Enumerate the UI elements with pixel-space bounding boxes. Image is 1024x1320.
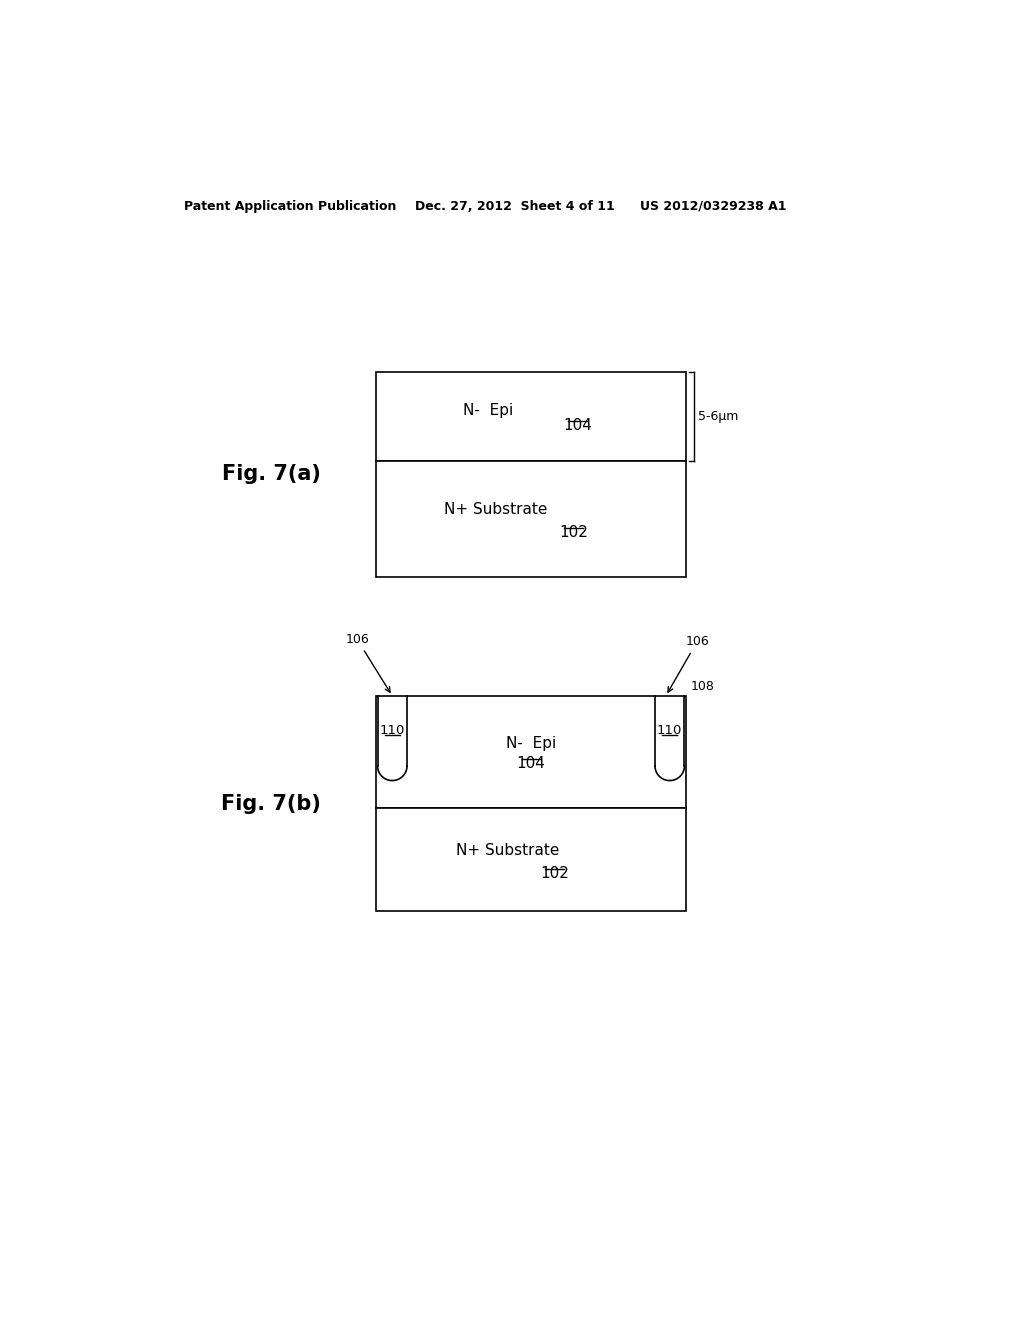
Text: 110: 110 bbox=[380, 723, 404, 737]
Text: 5-6μm: 5-6μm bbox=[698, 411, 738, 424]
Text: 106: 106 bbox=[668, 635, 709, 692]
Text: Fig. 7(a): Fig. 7(a) bbox=[222, 465, 321, 484]
Text: N-  Epi: N- Epi bbox=[506, 737, 556, 751]
Text: US 2012/0329238 A1: US 2012/0329238 A1 bbox=[640, 199, 786, 213]
Text: 104: 104 bbox=[563, 418, 592, 433]
Bar bbox=[376, 372, 686, 461]
Text: 102: 102 bbox=[540, 866, 568, 880]
Text: 104: 104 bbox=[516, 756, 546, 771]
Text: 102: 102 bbox=[559, 525, 588, 540]
Text: 110: 110 bbox=[657, 723, 682, 737]
Text: N+ Substrate: N+ Substrate bbox=[456, 842, 559, 858]
Text: Fig. 7(b): Fig. 7(b) bbox=[221, 793, 322, 813]
Text: 108: 108 bbox=[690, 680, 715, 693]
Text: N-  Epi: N- Epi bbox=[463, 403, 513, 418]
Bar bbox=[376, 696, 686, 808]
Text: N+ Substrate: N+ Substrate bbox=[444, 502, 548, 517]
Text: 106: 106 bbox=[345, 632, 390, 692]
Bar bbox=[376, 808, 686, 911]
Bar bbox=[376, 461, 686, 577]
Text: Dec. 27, 2012  Sheet 4 of 11: Dec. 27, 2012 Sheet 4 of 11 bbox=[415, 199, 614, 213]
Text: Patent Application Publication: Patent Application Publication bbox=[183, 199, 396, 213]
